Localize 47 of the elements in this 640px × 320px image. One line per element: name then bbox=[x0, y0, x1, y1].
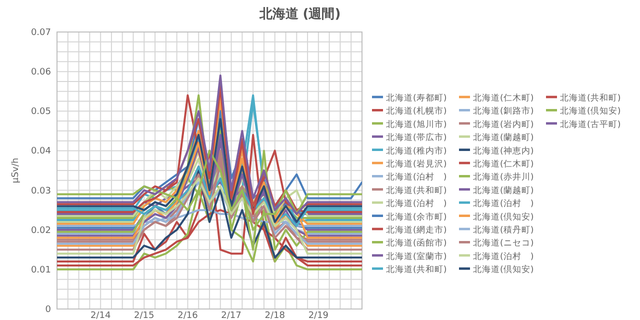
legend-label: 北海道(ニセコ) bbox=[473, 238, 534, 249]
legend-label: 北海道(泊村 ) bbox=[473, 250, 534, 262]
legend-label: 北海道(網走市) bbox=[386, 224, 447, 236]
legend-label: 北海道(神恵内) bbox=[473, 145, 534, 156]
legend-label: 北海道(釧路市) bbox=[473, 106, 534, 117]
legend-label: 北海道(古平町) bbox=[560, 118, 621, 130]
y-tick-label: 0.05 bbox=[30, 107, 51, 118]
legend-label: 北海道(仁木町) bbox=[473, 92, 534, 104]
legend-label: 北海道(帯広市) bbox=[386, 132, 447, 144]
legend-label: 北海道(共和町) bbox=[386, 184, 447, 196]
legend-label: 北海道(倶知安) bbox=[473, 264, 534, 276]
x-tick-label: 2/15 bbox=[134, 311, 154, 320]
legend-label: 北海道(赤井川) bbox=[473, 172, 534, 183]
x-tick-label: 2/18 bbox=[264, 311, 286, 320]
legend-label: 北海道(倶知安) bbox=[560, 106, 621, 117]
legend-label: 北海道(蘭越町) bbox=[473, 184, 534, 196]
y-tick-label: 0.01 bbox=[30, 265, 51, 276]
x-tick-label: 2/17 bbox=[221, 311, 242, 320]
legend-label: 北海道(稚内市) bbox=[386, 145, 447, 156]
legend-label: 北海道(岩見沢) bbox=[386, 158, 447, 170]
y-tick-label: 0.02 bbox=[30, 226, 51, 236]
x-tick-label: 2/14 bbox=[90, 311, 111, 320]
legend-label: 北海道(蘭越町) bbox=[473, 132, 534, 144]
x-tick-label: 2/19 bbox=[308, 311, 329, 320]
legend-label: 北海道(札幌市) bbox=[386, 106, 447, 117]
legend-label: 北海道(函館市) bbox=[386, 238, 447, 249]
legend-label: 北海道(積丹町) bbox=[473, 224, 534, 236]
y-tick-label: 0.03 bbox=[30, 186, 51, 196]
legend-label: 北海道(泊村 ) bbox=[386, 198, 447, 210]
y-tick-label: 0 bbox=[45, 305, 52, 315]
legend-label: 北海道(旭川市) bbox=[386, 118, 447, 130]
legend-label: 北海道(室蘭市) bbox=[386, 250, 447, 262]
y-tick-label: 0.07 bbox=[30, 28, 51, 38]
legend-label: 北海道(泊村 ) bbox=[386, 172, 447, 183]
legend-label: 北海道(倶知安) bbox=[473, 211, 534, 222]
legend-label: 北海道(共和町) bbox=[560, 92, 621, 104]
legend-label: 北海道(仁木町) bbox=[473, 158, 534, 170]
y-tick-label: 0.06 bbox=[30, 68, 52, 78]
legend-label: 北海道(岩内町) bbox=[473, 118, 534, 130]
y-tick-label: 0.04 bbox=[30, 146, 52, 157]
legend-label: 北海道(寿都町) bbox=[386, 92, 447, 104]
legend-label: 北海道(泊村 ) bbox=[473, 198, 534, 210]
x-tick-label: 2/16 bbox=[178, 311, 198, 320]
legend-label: 北海道(余市町) bbox=[386, 211, 447, 222]
y-axis-title: μSv/h bbox=[11, 158, 21, 184]
chart-title: 北海道 (週間) bbox=[258, 7, 341, 22]
legend-label: 北海道(共和町) bbox=[386, 264, 447, 276]
